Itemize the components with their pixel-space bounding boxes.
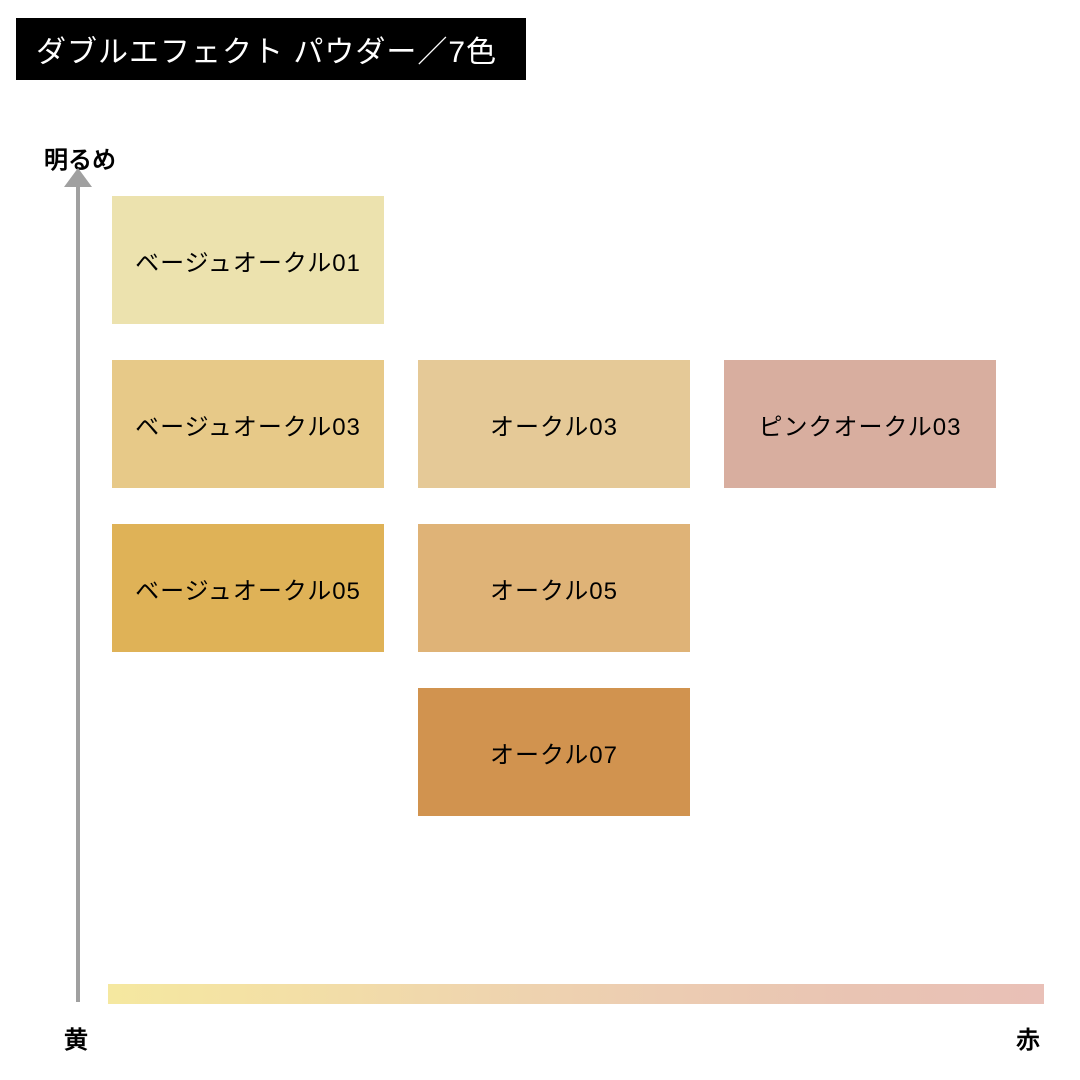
page-title-text: ダブルエフェクト パウダー／7色 xyxy=(36,27,497,71)
swatch-label: ピンクオークル03 xyxy=(759,407,962,442)
y-axis-line xyxy=(76,182,80,1002)
swatch-label: ベージュオークル03 xyxy=(135,407,361,442)
swatch-label: ベージュオークル05 xyxy=(135,571,361,606)
color-swatch: ベージュオークル01 xyxy=(112,196,384,324)
y-axis-arrow-icon xyxy=(64,168,92,187)
page-title: ダブルエフェクト パウダー／7色 xyxy=(16,18,526,80)
swatch-label: オークル03 xyxy=(490,407,618,442)
color-swatch: オークル07 xyxy=(418,688,690,816)
color-swatch: オークル03 xyxy=(418,360,690,488)
swatch-label: オークル05 xyxy=(490,571,618,606)
color-swatch: ベージュオークル03 xyxy=(112,360,384,488)
swatch-label: ベージュオークル01 xyxy=(135,243,361,278)
x-axis-gradient xyxy=(108,984,1044,1004)
color-swatch: オークル05 xyxy=(418,524,690,652)
x-axis-label-left: 黄 xyxy=(64,1020,88,1055)
color-swatch: ピンクオークル03 xyxy=(724,360,996,488)
x-axis-label-right: 赤 xyxy=(1016,1020,1040,1055)
color-swatch: ベージュオークル05 xyxy=(112,524,384,652)
swatch-label: オークル07 xyxy=(490,735,618,770)
